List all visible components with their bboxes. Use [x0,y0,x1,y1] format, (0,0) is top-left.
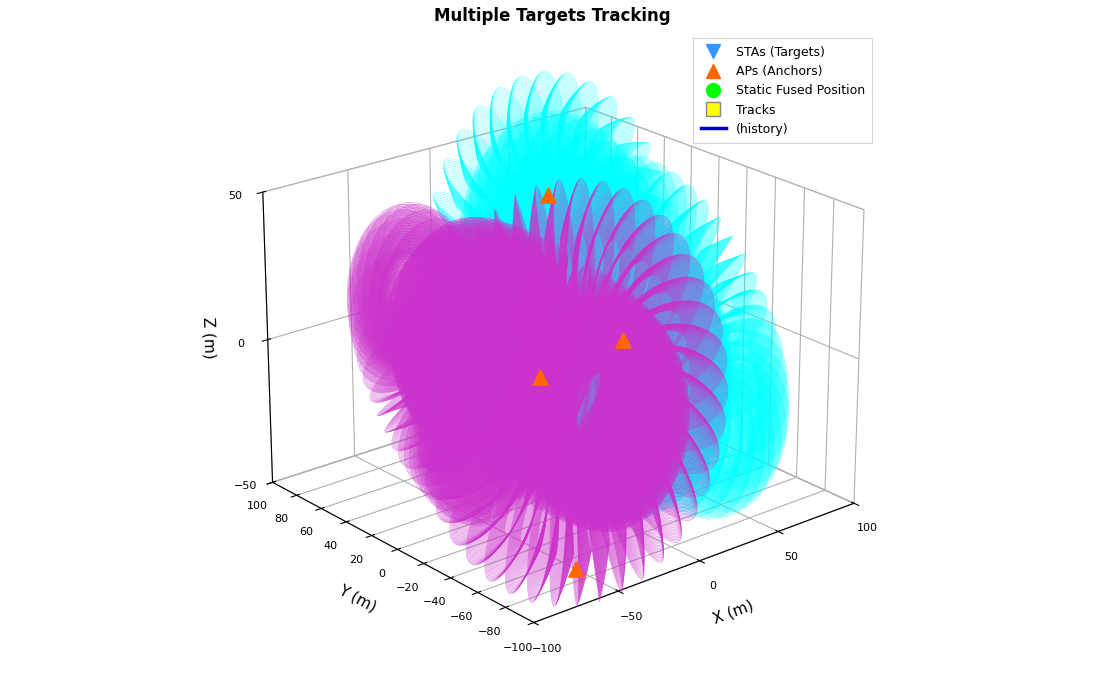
Legend: STAs (Targets), APs (Anchors), Static Fused Position, Tracks, (history): STAs (Targets), APs (Anchors), Static Fu… [693,38,872,143]
X-axis label: X (m): X (m) [712,598,756,627]
Title: Multiple Targets Tracking: Multiple Targets Tracking [434,7,671,25]
Y-axis label: Y (m): Y (m) [336,582,379,614]
